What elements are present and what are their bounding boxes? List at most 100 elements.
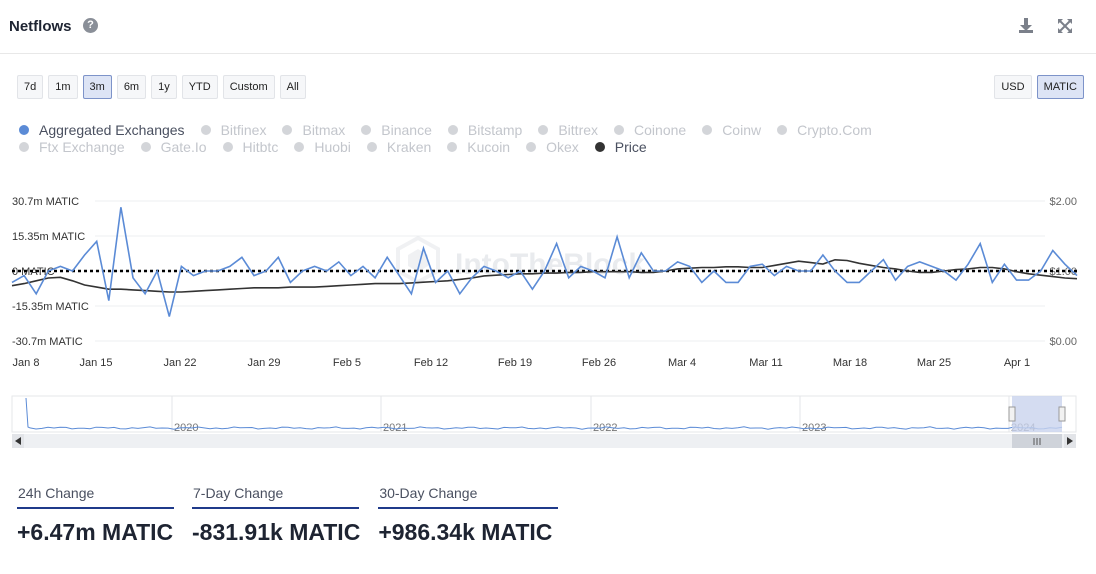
legend-label: Price: [614, 138, 647, 155]
x-axis: Jan 8 Jan 15 Jan 22 Jan 29 Feb 5 Feb 12 Feb 19…: [13, 357, 1031, 369]
navigator-right-handle[interactable]: [1058, 406, 1066, 422]
legend-row: Ftx Exchange Gate.Io Hitbtc Huobi Kraken Kuco…: [19, 138, 1019, 155]
stat-label: 24h Change: [17, 482, 174, 509]
legend-marker-icon: [140, 141, 151, 152]
range-navigator[interactable]: 20202021202220232024: [11, 395, 1077, 434]
range-6m-button[interactable]: 6m: [116, 75, 147, 99]
range-all-button[interactable]: All: [279, 75, 306, 99]
navigator-series-line: [25, 397, 1063, 430]
unit-matic-button[interactable]: MATIC: [1036, 75, 1084, 99]
x-tick-label: Mar 18: [833, 357, 867, 369]
legend-item-kraken[interactable]: Kraken: [366, 138, 432, 155]
left-axis: 30.7m MATIC 15.35m MATIC 0 MATIC -15.35m MA…: [12, 196, 89, 348]
stat-value: +6.47m MATIC: [17, 519, 174, 545]
legend-item-bittrex[interactable]: Bittrex: [538, 122, 598, 138]
legend-item-coinone[interactable]: Coinone: [614, 122, 686, 138]
legend-item-gate-io[interactable]: Gate.Io: [140, 138, 207, 155]
legend-label: Bitstamp: [467, 121, 523, 138]
legend-item-binance[interactable]: Binance: [361, 122, 432, 138]
legend-marker-icon: [19, 124, 29, 135]
legend-marker-icon: [538, 124, 549, 135]
x-tick-label: Mar 25: [917, 357, 951, 369]
legend-label: Okex: [546, 138, 579, 155]
legend-marker-icon: [526, 141, 537, 152]
range-selector: 7d 1m 3m 6m 1y YTD Custom All: [17, 75, 306, 99]
y-tick-label: 15.35m MATIC: [12, 231, 85, 243]
legend-item-crypto-com[interactable]: Crypto.Com: [777, 122, 872, 138]
expand-icon[interactable]: [1055, 16, 1075, 36]
range-7d-button[interactable]: 7d: [17, 75, 44, 99]
legend-label: Coinw: [722, 121, 762, 138]
range-3m-button[interactable]: 3m: [82, 75, 112, 99]
legend-label: Gate.Io: [160, 138, 207, 155]
legend-marker-icon: [447, 124, 458, 135]
x-tick-label: Jan 29: [247, 357, 280, 369]
legend-marker-icon: [222, 141, 233, 152]
legend-item-kucoin[interactable]: Kucoin: [447, 139, 510, 155]
legend-marker-icon: [294, 141, 305, 152]
range-ytd-button[interactable]: YTD: [181, 75, 218, 99]
navigator-scrollbar[interactable]: [12, 434, 1076, 448]
legend-item-bitstamp[interactable]: Bitstamp: [447, 121, 523, 138]
legend-item-bitmax[interactable]: Bitmax: [282, 122, 345, 138]
legend-label: Hitbtc: [242, 138, 279, 155]
range-custom-button[interactable]: Custom: [222, 75, 275, 99]
legend-label: Huobi: [314, 138, 351, 155]
navigator-selection[interactable]: [1012, 396, 1062, 432]
y-tick-label: 0 MATIC: [12, 266, 55, 278]
legend-label: Bitmax: [302, 121, 346, 138]
download-icon[interactable]: [1016, 16, 1036, 36]
y2-tick-label: $0.00: [1049, 336, 1077, 348]
stat-value: +986.34k MATIC: [378, 519, 553, 545]
stat-7d: 7-Day Change -831.91k MATIC: [192, 482, 360, 546]
y2-tick-label: $2.00: [1049, 196, 1077, 208]
stat-label: 30-Day Change: [378, 482, 559, 509]
netflow-series-line: [11, 207, 1078, 317]
unit-usd-button[interactable]: USD: [994, 75, 1032, 99]
legend-marker-icon: [361, 124, 372, 135]
stat-24h: 24h Change +6.47m MATIC: [17, 482, 174, 546]
legend-item-ftx-exchange[interactable]: Ftx Exchange: [19, 139, 125, 155]
legend-marker-icon: [366, 141, 377, 152]
range-1y-button[interactable]: 1y: [151, 75, 177, 99]
legend-label: Binance: [381, 121, 432, 138]
y-tick-label: -15.35m MATIC: [12, 301, 89, 313]
help-icon[interactable]: ?: [83, 18, 98, 33]
legend-label: Aggregated Exchanges: [39, 121, 185, 138]
netflow-chart[interactable]: IntoTheBlock 30.7m MATIC 15.35m MATIC 0 MA…: [0, 190, 1096, 452]
legend-item-price[interactable]: Price: [594, 138, 647, 155]
chart-legend: Aggregated Exchanges Bitfinex Bitmax Binanc…: [19, 121, 1019, 155]
legend-label: Bitfinex: [220, 121, 267, 138]
legend-item-huobi[interactable]: Huobi: [294, 139, 351, 155]
change-stats: 24h Change +6.47m MATIC 7-Day Change -83…: [17, 482, 576, 546]
legend-marker-icon: [282, 124, 293, 135]
legend-label: Kucoin: [467, 138, 511, 155]
legend-item-okex[interactable]: Okex: [526, 139, 579, 155]
legend-item-hitbtc[interactable]: Hitbtc: [222, 138, 279, 155]
navigator-left-handle[interactable]: [1008, 406, 1016, 422]
legend-item-bitfinex[interactable]: Bitfinex: [200, 121, 267, 138]
navigator-year-label: 2022: [593, 422, 617, 434]
x-tick-label: Feb 19: [498, 357, 532, 369]
x-tick-label: Jan 15: [79, 357, 112, 369]
x-tick-label: Mar 4: [668, 357, 696, 369]
legend-row: Aggregated Exchanges Bitfinex Bitmax Binanc…: [19, 121, 1019, 138]
chart-title: Netflows: [9, 18, 72, 35]
navigator-year-label: 2021: [383, 422, 407, 434]
x-tick-label: Feb 12: [414, 357, 448, 369]
legend-marker-icon: [702, 124, 713, 135]
legend-item-aggregated-exchanges[interactable]: Aggregated Exchanges: [19, 122, 185, 138]
legend-marker-icon: [777, 124, 788, 135]
chart-header: Netflows ?: [0, 0, 1096, 54]
legend-label: Ftx Exchange: [39, 138, 125, 155]
legend-marker-icon: [200, 124, 211, 135]
x-tick-label: Feb 26: [582, 357, 616, 369]
range-1m-button[interactable]: 1m: [48, 75, 78, 99]
y-tick-label: 30.7m MATIC: [12, 196, 79, 208]
legend-item-coinw[interactable]: Coinw: [702, 122, 761, 138]
legend-marker-icon: [594, 141, 605, 152]
legend-label: Coinone: [634, 121, 687, 138]
legend-label: Kraken: [386, 138, 432, 155]
x-tick-label: Feb 5: [333, 357, 361, 369]
x-tick-label: Jan 22: [163, 357, 196, 369]
